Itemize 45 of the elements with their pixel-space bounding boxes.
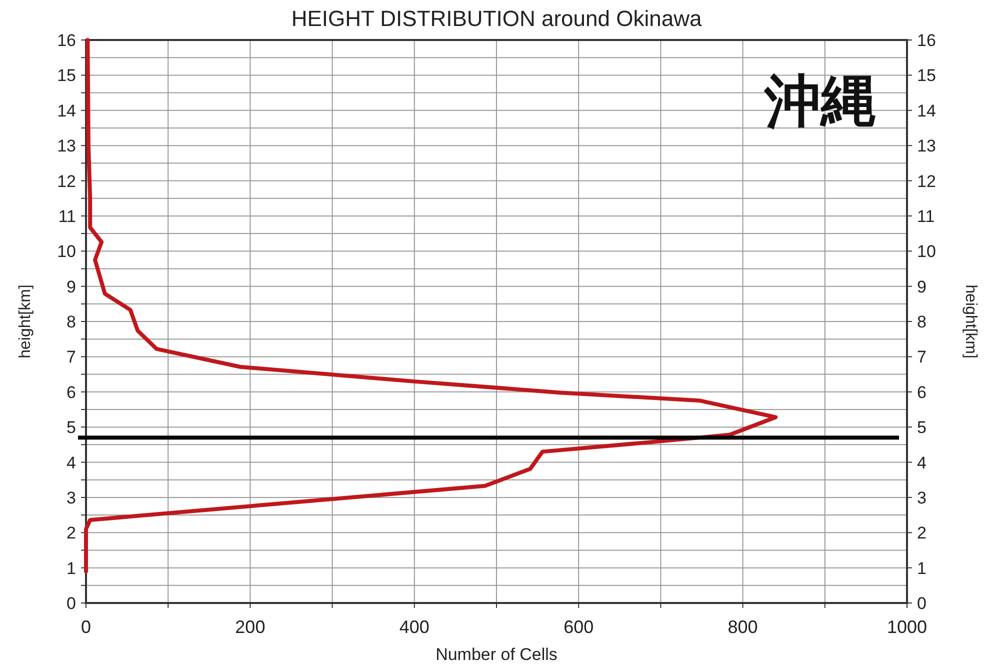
- y-tick-label: 6: [66, 382, 76, 402]
- y-tick-label: 12: [57, 172, 76, 191]
- y2-tick-label: 11: [917, 206, 935, 226]
- y-axis-title: height[km]: [17, 284, 34, 358]
- x-tick-label: 600: [564, 617, 594, 637]
- y2-tick-label: 16: [917, 31, 936, 50]
- y-tick-label: 16: [57, 31, 76, 50]
- y-tick-label: 14: [57, 101, 76, 120]
- y2-tick-label: 3: [917, 488, 926, 508]
- y2-tick-label: 12: [917, 172, 936, 191]
- y-tick-label: 9: [66, 277, 76, 296]
- y-tick-label: 15: [57, 66, 76, 86]
- y2-tick-label: 7: [917, 348, 926, 367]
- y2-tick-label: 14: [917, 101, 936, 120]
- y2-tick-label: 8: [917, 312, 926, 332]
- y-tick-label: 0: [66, 594, 76, 613]
- y2-tick-label: 10: [917, 242, 936, 262]
- y2-tick-label: 0: [917, 594, 926, 613]
- y2-tick-label: 2: [917, 524, 926, 543]
- y-tick-label: 2: [66, 524, 76, 543]
- x-axis-title: Number of Cells: [436, 645, 558, 664]
- y-tick-label: 1: [66, 558, 76, 578]
- x-tick-label: 0: [80, 617, 92, 637]
- x-tick-label: 200: [235, 617, 266, 637]
- x-tick-label: 1000: [886, 617, 928, 637]
- y-tick-label: 8: [66, 312, 76, 332]
- y-tick-label: 11: [58, 206, 76, 226]
- y2-tick-label: 6: [917, 382, 926, 402]
- y2-axis-title: height[km]: [962, 284, 979, 358]
- y2-tick-label: 15: [917, 66, 936, 86]
- y-tick-label: 4: [66, 453, 76, 472]
- y-tick-label: 13: [57, 136, 76, 156]
- x-tick-label: 800: [728, 617, 758, 637]
- y-tick-label: 5: [66, 418, 76, 438]
- y-tick-label: 7: [66, 348, 76, 367]
- annotation: 沖縄: [763, 69, 877, 134]
- y2-tick-label: 5: [917, 418, 926, 438]
- y-tick-label: 3: [66, 488, 76, 508]
- x-tick-label: 400: [399, 617, 430, 637]
- y2-tick-label: 13: [917, 136, 936, 156]
- y-tick-label: 10: [57, 242, 76, 262]
- chart-title: HEIGHT DISTRIBUTION around Okinawa: [291, 6, 702, 31]
- y2-tick-label: 1: [917, 558, 926, 578]
- y2-tick-label: 9: [917, 277, 926, 296]
- y2-tick-label: 4: [917, 453, 926, 472]
